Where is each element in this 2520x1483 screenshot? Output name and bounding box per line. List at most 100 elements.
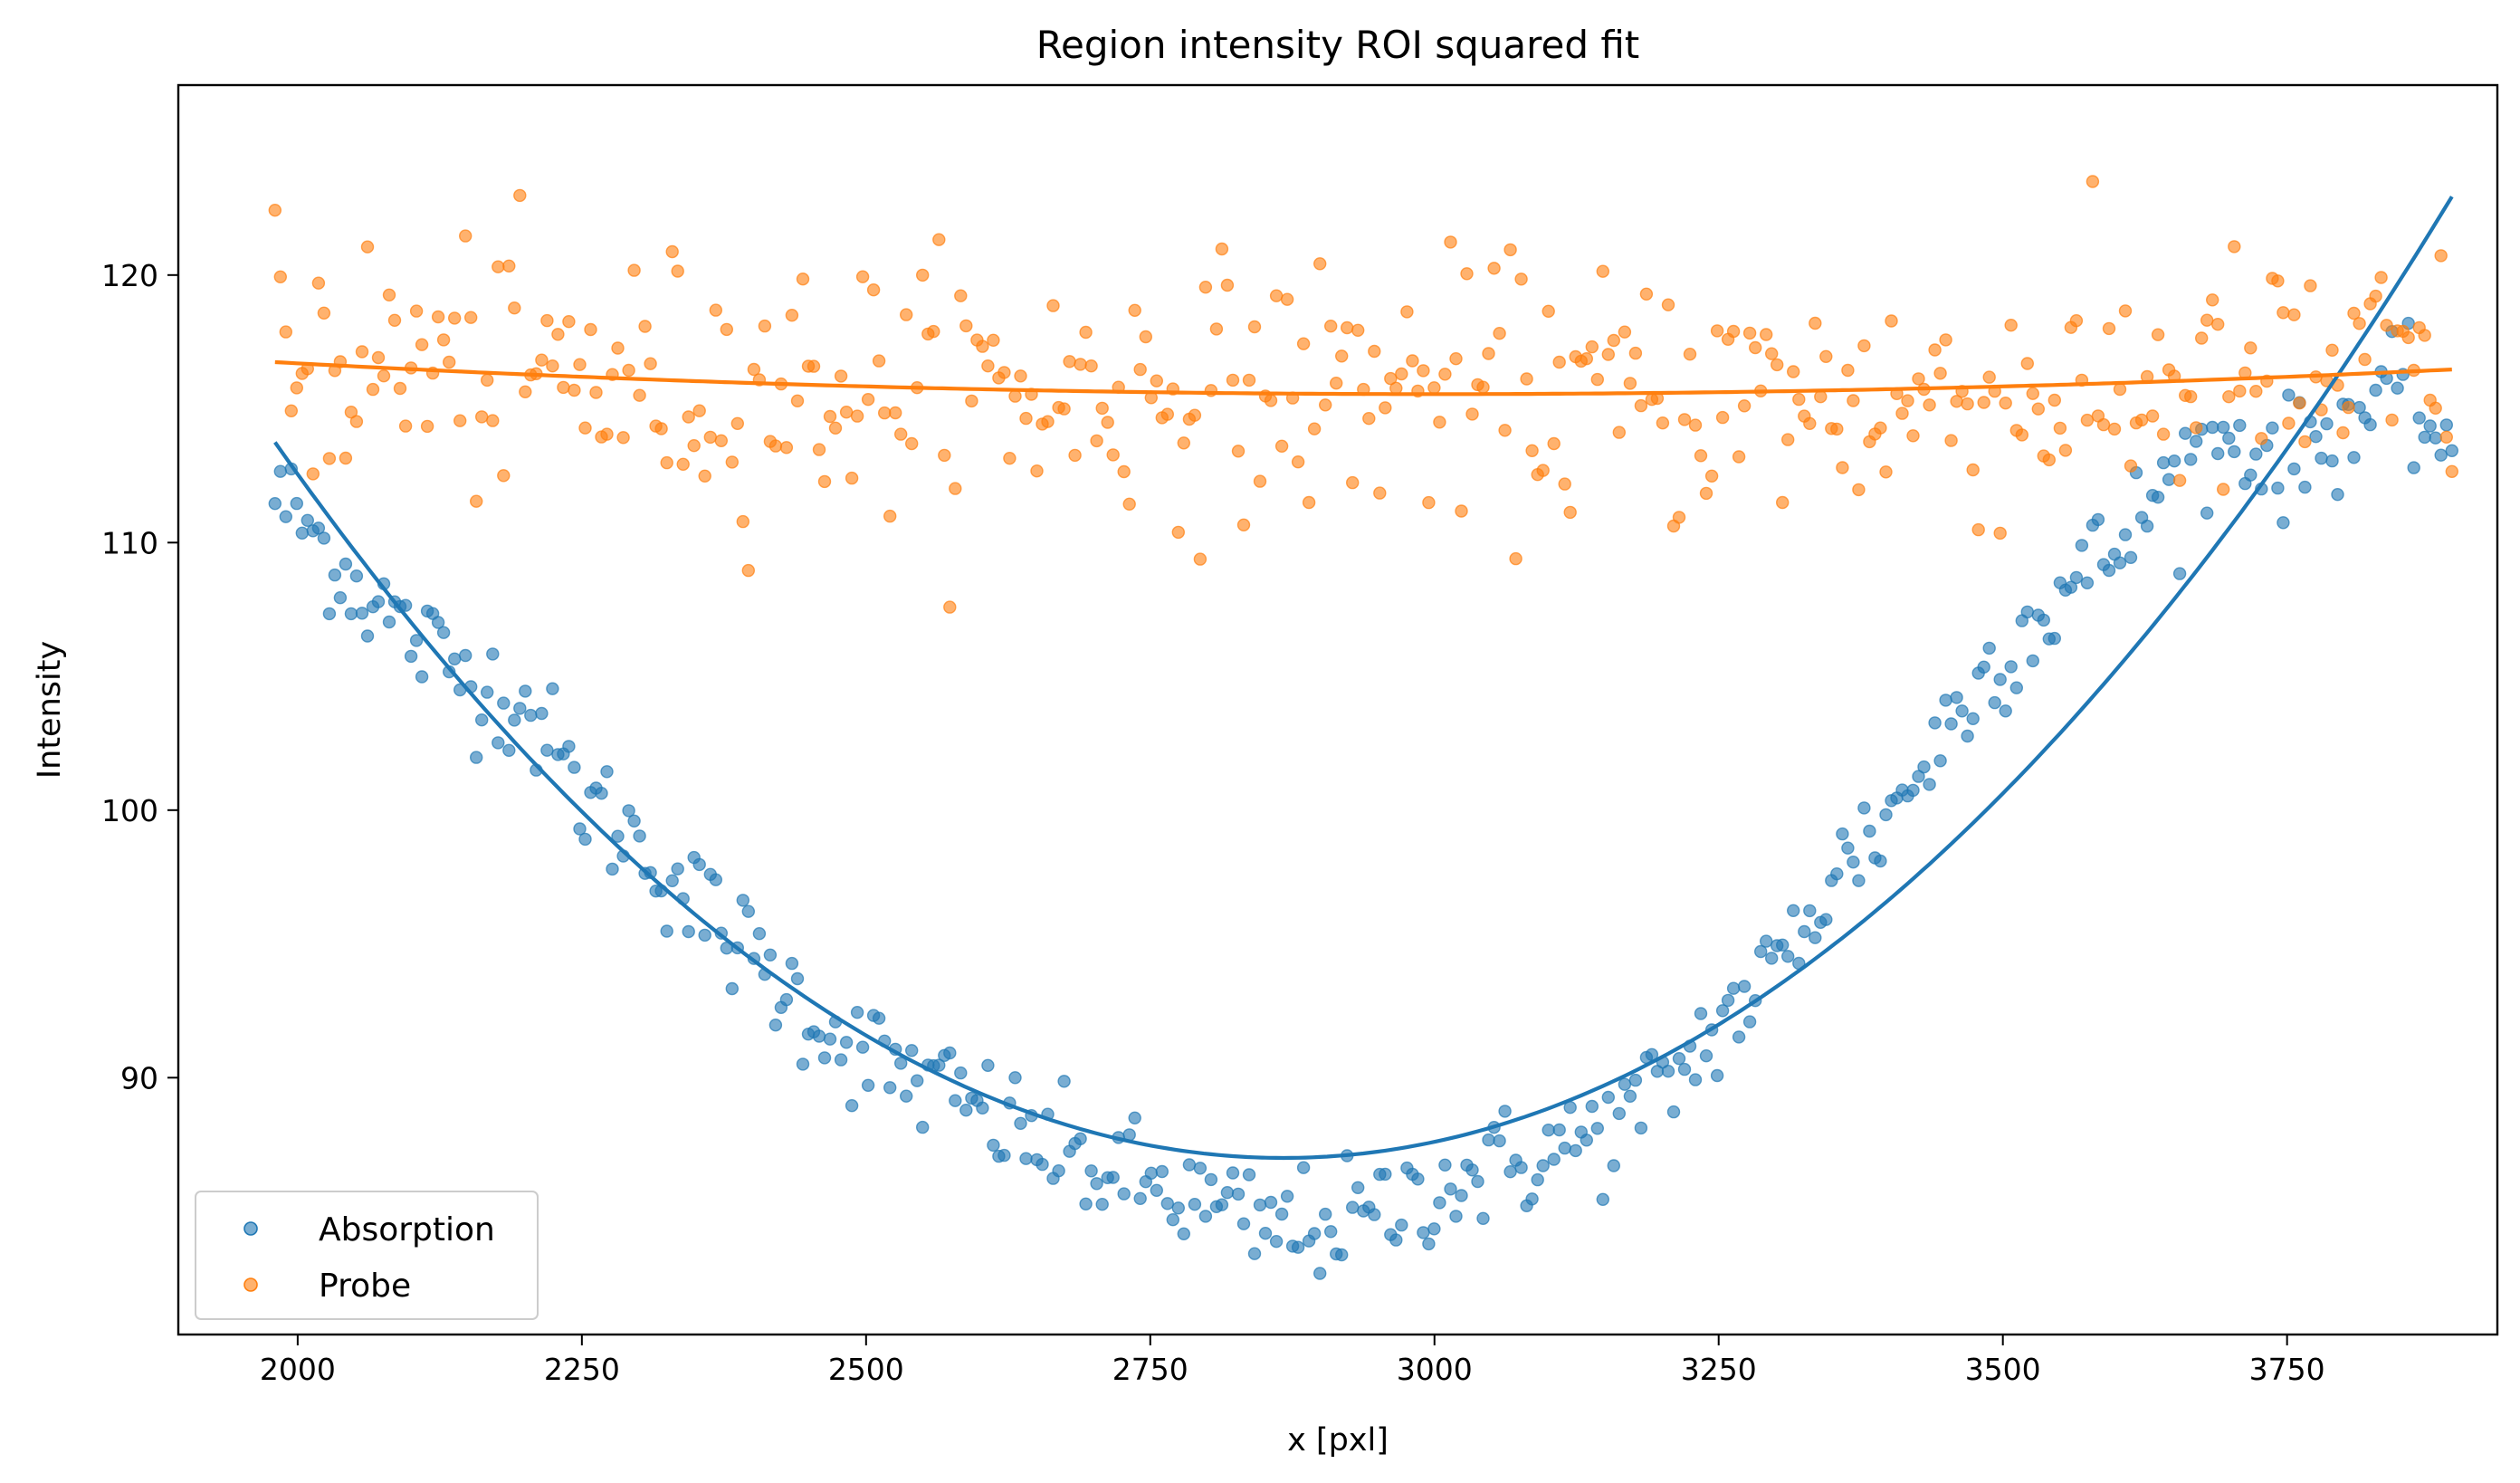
probe-point — [1803, 416, 1817, 430]
absorption-point — [333, 591, 348, 605]
probe-point — [2020, 357, 2035, 370]
probe-point — [938, 448, 951, 463]
absorption-point — [2271, 481, 2285, 495]
absorption-point — [1933, 754, 1947, 768]
probe-point — [1558, 477, 1571, 491]
fit-lines — [273, 196, 2454, 1161]
absorption-point — [1715, 1004, 1730, 1018]
probe-point — [1748, 340, 1762, 355]
probe-point — [1487, 262, 1501, 275]
absorption-point — [1264, 1195, 1278, 1210]
probe-point — [1563, 505, 1577, 520]
probe-point — [268, 203, 282, 217]
absorption-point — [1188, 1197, 1202, 1211]
absorption-point — [1552, 1123, 1566, 1137]
absorption-point — [1493, 1134, 1506, 1148]
absorption-point — [339, 557, 353, 571]
probe-point — [883, 509, 897, 523]
absorption-point — [1803, 904, 1817, 918]
absorption-point — [546, 682, 559, 695]
absorption-point — [1231, 1187, 1246, 1201]
probe-point — [1999, 397, 2012, 410]
probe-point — [1857, 339, 1871, 353]
absorption-point — [1607, 1159, 1621, 1172]
probe-point — [807, 359, 821, 373]
probe-point — [2445, 464, 2459, 478]
absorption-point — [839, 1036, 854, 1049]
probe-point — [2118, 304, 2133, 318]
probe-point — [1302, 495, 1316, 510]
probe-point — [1188, 408, 1202, 422]
absorption-point — [1786, 904, 1800, 917]
probe-point — [1296, 337, 1311, 350]
probe-point — [443, 355, 456, 369]
absorption-point — [1721, 993, 1735, 1008]
absorption-point — [1514, 1161, 1528, 1174]
absorption-point — [1809, 931, 1822, 944]
absorption-point — [2325, 454, 2339, 468]
probe-point — [339, 451, 353, 465]
absorption-point — [1742, 1015, 1757, 1029]
absorption-point — [568, 761, 581, 774]
absorption-point — [627, 814, 641, 828]
absorption-point — [1612, 1106, 1627, 1121]
probe-point — [1677, 413, 1692, 426]
probe-point — [2200, 313, 2214, 327]
absorption-point — [279, 510, 292, 523]
probe-point — [1819, 349, 1833, 363]
probe-point — [1351, 323, 1365, 337]
absorption-point — [600, 765, 614, 779]
absorption-point — [1569, 1143, 1582, 1158]
absorption-point — [1531, 1172, 1544, 1187]
absorption-point — [1928, 716, 1942, 730]
absorption-point — [1444, 1182, 1457, 1196]
probe-point — [976, 340, 989, 353]
probe-point — [638, 320, 652, 333]
absorption-point — [2309, 430, 2323, 444]
absorption-point — [682, 924, 695, 939]
absorption-point — [355, 607, 369, 620]
probe-point — [692, 404, 706, 417]
probe-point — [1509, 551, 1522, 566]
probe-point — [1264, 394, 1278, 407]
probe-point — [1836, 461, 1849, 474]
probe-point — [1688, 418, 1703, 432]
probe-point — [1014, 369, 1027, 383]
probe-point — [1634, 398, 1648, 413]
probe-point — [2304, 279, 2317, 292]
probe-point — [453, 414, 467, 427]
absorption-point — [1465, 1163, 1479, 1177]
probe-point — [420, 419, 434, 434]
probe-point — [987, 333, 1000, 347]
probe-point — [1215, 242, 1229, 256]
probe-point — [1656, 416, 1670, 430]
probe-point — [2228, 240, 2241, 254]
probe-point — [311, 276, 326, 290]
chart-title: Region intensity ROI squared fit — [1036, 23, 1640, 67]
x-tick-label: 2500 — [828, 1352, 904, 1387]
probe-point — [1639, 287, 1654, 301]
absorption-point — [2287, 462, 2301, 476]
probe-point — [2298, 435, 2312, 449]
absorption-point — [855, 1040, 870, 1054]
probe-point — [1585, 340, 1599, 354]
absorption-point — [763, 948, 778, 962]
absorption-point — [2064, 580, 2078, 594]
probe-point — [1269, 289, 1284, 302]
probe-point — [2374, 271, 2388, 284]
probe-point — [1607, 333, 1621, 348]
probe-point — [758, 319, 772, 333]
probe-point — [2172, 474, 2187, 487]
probe-point — [1334, 349, 1349, 363]
absorption-point — [1198, 1210, 1213, 1223]
probe-point — [1520, 372, 1533, 386]
probe-point — [1764, 347, 1779, 360]
probe-point — [1384, 371, 1398, 386]
probe-point — [1759, 328, 1773, 341]
absorption-point — [1906, 783, 1920, 798]
probe-point — [943, 600, 957, 614]
probe-point — [611, 341, 625, 355]
probe-point — [1177, 436, 1191, 450]
probe-point — [1590, 372, 1605, 387]
absorption-point — [1503, 1164, 1517, 1179]
